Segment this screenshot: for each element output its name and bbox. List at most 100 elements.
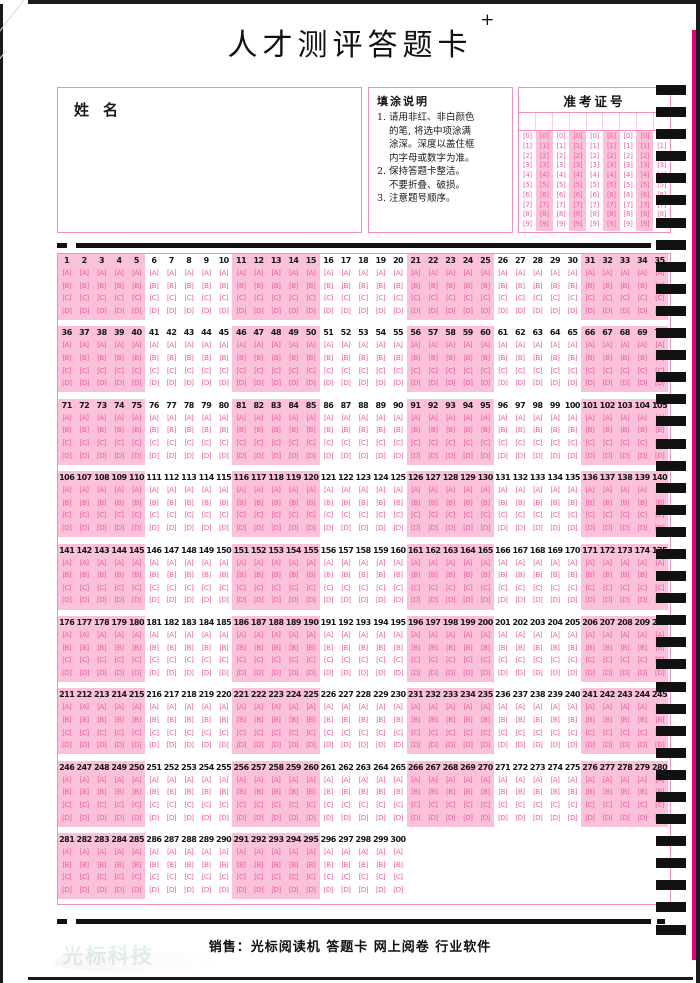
exam-number-bubble[interactable]: [9] xyxy=(523,220,532,229)
option-bubble-c[interactable]: [C] xyxy=(306,799,316,809)
option-bubble-c[interactable]: [C] xyxy=(602,655,612,665)
exam-number-bubble[interactable]: [8] xyxy=(657,210,666,219)
option-bubble-c[interactable]: [C] xyxy=(201,727,211,737)
option-bubble-c[interactable]: [C] xyxy=(79,799,89,809)
option-bubble-c[interactable]: [C] xyxy=(358,365,368,375)
option-bubble-d[interactable]: [D] xyxy=(445,378,456,388)
option-bubble-c[interactable]: [C] xyxy=(428,437,438,447)
option-bubble-a[interactable]: [A] xyxy=(411,485,420,495)
option-bubble-c[interactable]: [C] xyxy=(132,365,141,375)
answer-grid[interactable]: 1 [A] [B] [C] [D] 2 [A] [B] [C] [D] 3 [A] [B] [C] [D] 4… xyxy=(57,253,671,905)
option-bubble-d[interactable]: [D] xyxy=(149,740,159,750)
option-bubble-a[interactable]: [A] xyxy=(445,629,455,639)
exam-number-write-cell[interactable] xyxy=(620,113,638,130)
option-bubble-d[interactable]: [D] xyxy=(515,595,525,605)
option-bubble-c[interactable]: [C] xyxy=(428,510,438,520)
option-bubble-c[interactable]: [C] xyxy=(271,872,281,882)
exam-number-write-cell[interactable] xyxy=(570,113,587,130)
question-cell[interactable]: 144 [A] [B] [C] [D] xyxy=(110,544,127,610)
option-bubble-d[interactable]: [D] xyxy=(96,305,107,315)
question-cell[interactable]: 115 [A] [B] [C] [D] xyxy=(215,471,232,537)
option-bubble-d[interactable]: [D] xyxy=(550,305,560,315)
option-bubble-c[interactable]: [C] xyxy=(358,872,368,882)
option-bubble-c[interactable]: [C] xyxy=(341,510,351,520)
exam-number-bubble[interactable]: [8] xyxy=(539,210,549,219)
option-bubble-b[interactable]: [B] xyxy=(411,280,420,290)
option-bubble-d[interactable]: [D] xyxy=(654,667,665,677)
option-bubble-b[interactable]: [B] xyxy=(463,425,473,435)
exam-number-bubble[interactable]: [6] xyxy=(590,190,599,199)
option-bubble-c[interactable]: [C] xyxy=(428,799,438,809)
option-bubble-b[interactable]: [B] xyxy=(341,642,351,652)
option-bubble-a[interactable]: [A] xyxy=(236,774,246,784)
option-bubble-c[interactable]: [C] xyxy=(463,510,473,520)
option-bubble-b[interactable]: [B] xyxy=(114,497,124,507)
option-bubble-c[interactable]: [C] xyxy=(132,872,141,882)
option-bubble-a[interactable]: [A] xyxy=(306,412,316,422)
option-bubble-c[interactable]: [C] xyxy=(306,872,316,882)
option-bubble-a[interactable]: [A] xyxy=(219,412,229,422)
option-bubble-a[interactable]: [A] xyxy=(323,702,333,712)
option-bubble-c[interactable]: [C] xyxy=(132,727,141,737)
question-cell[interactable]: 44 [A] [B] [C] [D] xyxy=(198,326,215,392)
exam-number-bubble[interactable]: [2] xyxy=(640,151,650,160)
option-bubble-b[interactable]: [B] xyxy=(306,570,316,580)
question-cell[interactable]: 148 [A] [B] [C] [D] xyxy=(180,544,197,610)
option-bubble-d[interactable]: [D] xyxy=(184,522,194,532)
option-bubble-b[interactable]: [B] xyxy=(219,280,229,290)
option-bubble-d[interactable]: [D] xyxy=(375,884,386,894)
option-bubble-c[interactable]: [C] xyxy=(254,510,263,520)
option-bubble-b[interactable]: [B] xyxy=(620,280,630,290)
option-bubble-d[interactable]: [D] xyxy=(410,812,421,822)
exam-number-bubble[interactable]: [3] xyxy=(523,161,532,170)
option-bubble-a[interactable]: [A] xyxy=(655,629,664,639)
option-bubble-d[interactable]: [D] xyxy=(637,450,647,460)
exam-number-bubble[interactable]: [0] xyxy=(640,132,650,140)
option-bubble-b[interactable]: [B] xyxy=(236,570,246,580)
question-cell[interactable]: 166 [A] [B] [C] [D] xyxy=(494,544,511,610)
option-bubble-c[interactable]: [C] xyxy=(637,293,647,303)
option-bubble-b[interactable]: [B] xyxy=(62,280,72,290)
question-cell[interactable]: 248 [A] [B] [C] [D] xyxy=(93,761,110,827)
option-bubble-c[interactable]: [C] xyxy=(567,799,577,809)
question-cell[interactable]: 31 [A] [B] [C] [D] xyxy=(581,254,598,320)
option-bubble-d[interactable]: [D] xyxy=(253,450,264,460)
question-cell[interactable]: 246 [A] [B] [C] [D] xyxy=(58,761,75,827)
option-bubble-b[interactable]: [B] xyxy=(445,642,455,652)
option-bubble-c[interactable]: [C] xyxy=(533,799,542,809)
option-bubble-d[interactable]: [D] xyxy=(62,667,72,677)
option-bubble-c[interactable]: [C] xyxy=(288,510,298,520)
option-bubble-d[interactable]: [D] xyxy=(375,378,386,388)
option-bubble-d[interactable]: [D] xyxy=(567,378,578,388)
question-cell[interactable]: 119 [A] [B] [C] [D] xyxy=(285,471,302,537)
exam-number-bubble[interactable]: [5] xyxy=(590,180,599,189)
question-cell[interactable]: 22 [A] [B] [C] [D] xyxy=(424,254,441,320)
option-bubble-a[interactable]: [A] xyxy=(289,412,298,422)
question-cell[interactable]: 32 [A] [B] [C] [D] xyxy=(599,254,616,320)
option-bubble-b[interactable]: [B] xyxy=(585,352,595,362)
option-bubble-d[interactable]: [D] xyxy=(393,450,403,460)
option-bubble-a[interactable]: [A] xyxy=(463,340,473,350)
option-bubble-c[interactable]: [C] xyxy=(323,727,333,737)
question-cell[interactable]: 183 [A] [B] [C] [D] xyxy=(180,616,197,682)
option-bubble-d[interactable]: [D] xyxy=(96,884,107,894)
option-bubble-a[interactable]: [A] xyxy=(445,412,455,422)
option-bubble-b[interactable]: [B] xyxy=(306,859,316,869)
exam-number-write-row[interactable] xyxy=(519,113,670,131)
option-bubble-d[interactable]: [D] xyxy=(602,667,613,677)
question-cell[interactable]: 62 [A] [B] [C] [D] xyxy=(511,326,528,392)
option-bubble-d[interactable]: [D] xyxy=(323,378,334,388)
option-bubble-d[interactable]: [D] xyxy=(288,522,299,532)
option-bubble-a[interactable]: [A] xyxy=(376,629,385,639)
option-bubble-d[interactable]: [D] xyxy=(410,450,421,460)
option-bubble-a[interactable]: [A] xyxy=(79,557,89,567)
option-bubble-d[interactable]: [D] xyxy=(463,595,473,605)
option-bubble-b[interactable]: [B] xyxy=(445,280,455,290)
option-bubble-d[interactable]: [D] xyxy=(323,522,334,532)
option-bubble-c[interactable]: [C] xyxy=(393,582,403,592)
option-bubble-b[interactable]: [B] xyxy=(480,642,490,652)
option-bubble-d[interactable]: [D] xyxy=(79,595,89,605)
question-cell[interactable]: 28 [A] [B] [C] [D] xyxy=(529,254,546,320)
option-bubble-a[interactable]: [A] xyxy=(341,485,351,495)
option-bubble-b[interactable]: [B] xyxy=(515,570,525,580)
